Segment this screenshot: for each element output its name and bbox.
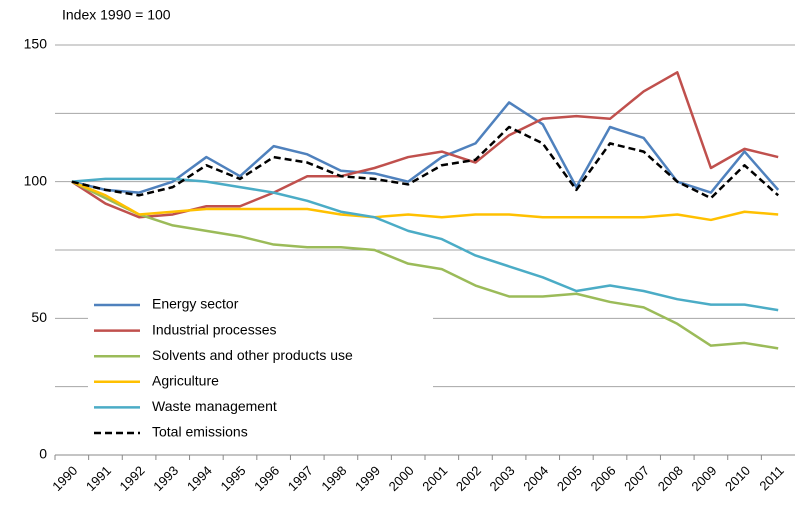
legend-box: [88, 291, 433, 449]
x-tick-label: 2000: [386, 463, 417, 494]
legend-label: Industrial processes: [152, 321, 277, 337]
x-tick-label: 2005: [554, 463, 585, 494]
x-tick-label: 1999: [352, 463, 383, 494]
y-tick-label: 150: [24, 36, 48, 52]
legend-label: Total emissions: [152, 424, 248, 440]
y-tick-label: 50: [31, 309, 47, 325]
legend-label: Energy sector: [152, 296, 239, 312]
series-line: [71, 180, 779, 350]
x-tick-label: 2006: [587, 463, 618, 494]
y-tick-label: 0: [39, 446, 47, 462]
x-tick-label: 2001: [419, 463, 450, 494]
x-tick-label: 2003: [487, 463, 518, 494]
x-tick-label: 1992: [117, 463, 148, 494]
series-line: [71, 71, 779, 219]
x-tick-label: 1990: [49, 463, 80, 494]
x-tick-label: 2009: [688, 463, 719, 494]
chart-subtitle: Index 1990 = 100: [62, 7, 171, 23]
x-tick-label: 1998: [318, 463, 349, 494]
legend-label: Waste management: [152, 398, 277, 414]
series-line: [71, 125, 780, 200]
x-tick-label: 2004: [520, 463, 551, 494]
x-tick-label: 1993: [150, 463, 181, 494]
legend-label: Agriculture: [152, 373, 219, 389]
x-tick-label: 1997: [285, 463, 316, 494]
series-line: [71, 180, 779, 222]
x-tick-label: 1991: [83, 463, 114, 494]
x-tick-label: 2010: [722, 463, 753, 494]
series-line: [71, 101, 780, 194]
x-tick-label: 2011: [756, 463, 786, 493]
legend-label: Solvents and other products use: [152, 347, 353, 363]
x-tick-label: 2007: [621, 463, 652, 494]
x-tick-label: 2008: [655, 463, 686, 494]
x-tick-label: 1994: [184, 463, 215, 494]
y-tick-label: 100: [24, 172, 48, 188]
x-tick-label: 1995: [217, 463, 248, 494]
x-tick-label: 2002: [453, 463, 484, 494]
series-line: [71, 177, 779, 312]
x-tick-label: 1996: [251, 463, 282, 494]
